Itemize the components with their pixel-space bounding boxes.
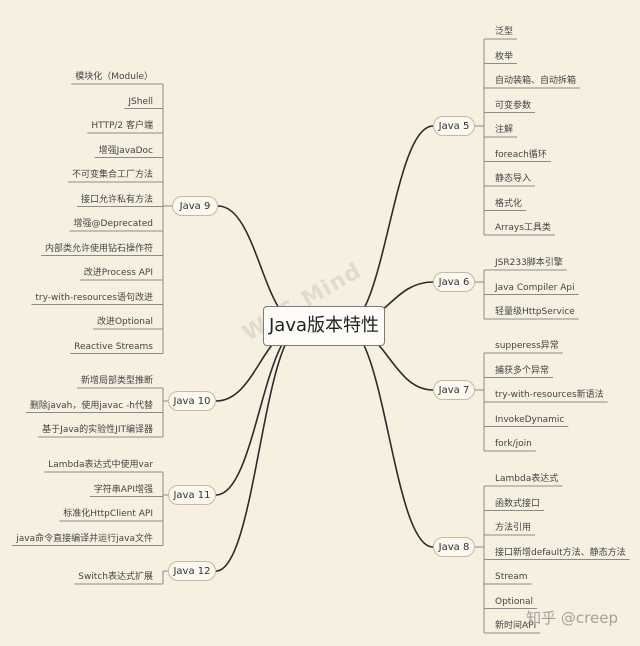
branch-java12[interactable]: Java 12 xyxy=(168,561,216,581)
leaf-topic[interactable]: HTTP/2 客户端 xyxy=(91,121,153,131)
leaf-topic[interactable]: Lambda表达式 xyxy=(495,474,559,484)
leaf-topic[interactable]: 泛型 xyxy=(495,27,514,37)
leaf-topic[interactable]: Switch表达式扩展 xyxy=(78,572,153,582)
leaf-topic[interactable]: JSR233脚本引擎 xyxy=(495,258,563,268)
leaf-topic[interactable]: 格式化 xyxy=(495,198,523,209)
leaf-topic[interactable]: Arrays工具类 xyxy=(495,223,551,233)
leaf-topic[interactable]: try-with-resources新语法 xyxy=(495,390,604,400)
leaf-topic[interactable]: 方法引用 xyxy=(495,523,532,533)
leaf-topic[interactable]: 函数式接口 xyxy=(495,498,541,509)
branch-java9[interactable]: Java 9 xyxy=(172,196,218,216)
leaf-topic[interactable]: supperess异常 xyxy=(495,341,559,351)
brand-mark: 知乎 @creep xyxy=(526,609,618,627)
leaf-topic[interactable]: Reactive Streams xyxy=(74,341,153,352)
branch-java7[interactable]: Java 7 xyxy=(433,380,475,400)
leaf-topic[interactable]: 改进Optional xyxy=(96,317,153,327)
leaf-topic[interactable]: Lambda表达式中使用var xyxy=(48,460,153,470)
leaf-topic[interactable]: 枚举 xyxy=(495,51,514,62)
leaf-topic[interactable]: 捕获多个异常 xyxy=(495,365,550,376)
leaf-topic[interactable]: 自动装箱、自动拆箱 xyxy=(495,76,577,86)
leaf-topic[interactable]: 基于Java的实验性JIT编译器 xyxy=(42,425,153,435)
root-topic[interactable]: Java版本特性 xyxy=(263,306,385,346)
leaf-topic[interactable]: Optional xyxy=(495,596,534,607)
leaf-topic[interactable]: 轻量级HttpService xyxy=(495,307,575,317)
leaf-topic[interactable]: 标准化HttpClient API xyxy=(63,509,153,519)
leaf-topic[interactable]: 增强@Deprecated xyxy=(73,219,153,229)
leaf-topic[interactable]: foreach循环 xyxy=(495,149,547,160)
leaf-topic[interactable]: Stream xyxy=(495,572,528,582)
leaf-topic[interactable]: InvokeDynamic xyxy=(495,414,565,425)
leaf-topic[interactable]: 注解 xyxy=(495,125,514,135)
leaf-topic[interactable]: 增强JavaDoc xyxy=(98,145,153,156)
connector-line xyxy=(215,325,304,496)
leaf-topic[interactable]: 字符串API增强 xyxy=(93,484,153,495)
leaf-topic[interactable]: 改进Process API xyxy=(83,268,153,278)
leaf-topic[interactable]: java命令直接编译并运行java文件 xyxy=(16,533,153,544)
leaf-topic[interactable]: Java Compiler Api xyxy=(495,282,575,293)
branch-java8[interactable]: Java 8 xyxy=(433,537,475,557)
branch-java6[interactable]: Java 6 xyxy=(433,272,475,292)
leaf-topic[interactable]: try-with-resources语句改进 xyxy=(35,292,153,303)
leaf-topic[interactable]: 模块化（Module） xyxy=(75,72,153,82)
leaf-topic[interactable]: 接口允许私有方法 xyxy=(80,194,153,205)
leaf-topic[interactable]: 内部类允许使用钻石操作符 xyxy=(44,243,153,254)
leaf-topic[interactable]: 接口新增default方法、静态方法 xyxy=(495,547,626,558)
leaf-topic[interactable]: JShell xyxy=(128,96,153,107)
branch-java11[interactable]: Java 11 xyxy=(168,485,216,505)
leaf-topic[interactable]: 新时间API xyxy=(495,621,537,631)
leaf-topic[interactable]: 静态导入 xyxy=(495,174,532,184)
leaf-topic[interactable]: 可变参数 xyxy=(495,100,532,111)
connector-line xyxy=(344,125,434,327)
branch-java10[interactable]: Java 10 xyxy=(168,391,216,411)
leaf-topic[interactable]: 删除javah，使用javac -h代替 xyxy=(29,400,153,411)
leaf-topic[interactable]: fork/join xyxy=(495,439,532,449)
leaf-topic[interactable]: 不可变集合工厂方法 xyxy=(71,170,153,180)
leaf-topic[interactable]: 新增局部类型推断 xyxy=(80,376,153,386)
branch-java5[interactable]: Java 5 xyxy=(433,116,475,136)
